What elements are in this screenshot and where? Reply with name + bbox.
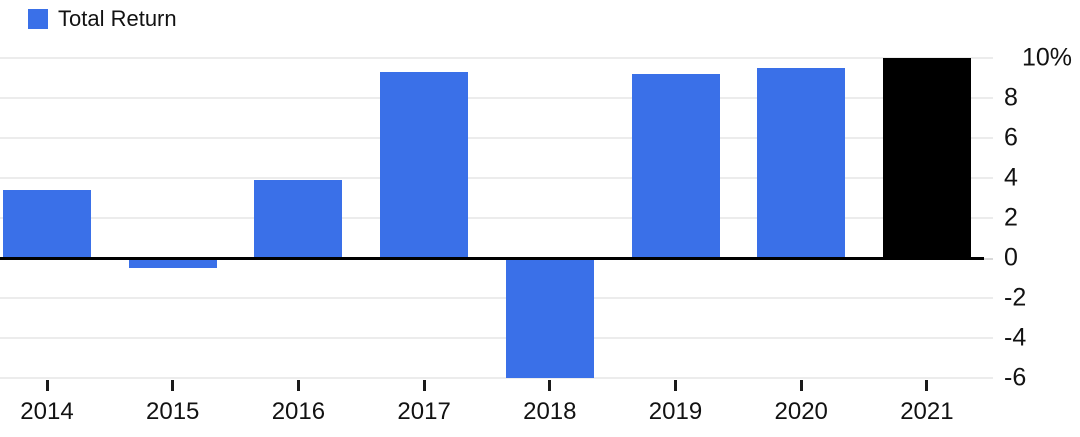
x-tick-2014 (45, 380, 49, 391)
x-tick-2016 (296, 380, 300, 391)
y-axis-label-4: 4 (1004, 163, 1018, 192)
y-axis-label-2: 2 (1004, 203, 1018, 232)
bar-2018 (505, 258, 594, 378)
x-tick-2015 (171, 380, 175, 391)
bar-2021 (882, 58, 971, 258)
legend-label: Total Return (58, 6, 177, 31)
gridline-10 (0, 57, 993, 59)
x-tick-2019 (674, 380, 677, 391)
y-axis-label--6: -6 (1004, 363, 1027, 392)
x-axis-label-2019: 2019 (648, 398, 703, 425)
bar-2014 (3, 190, 91, 258)
y-axis-label--2: -2 (1004, 283, 1027, 312)
gridline-8 (0, 97, 993, 99)
legend-swatch (28, 9, 48, 29)
x-axis-label-2018: 2018 (523, 398, 577, 425)
gridline-2 (0, 217, 993, 219)
bar-2019 (631, 74, 720, 258)
x-tick-2017 (422, 380, 426, 391)
x-axis-label-2021: 2021 (900, 398, 954, 425)
bar-2020 (757, 68, 846, 258)
bar-2015 (128, 258, 217, 268)
y-axis-label-10: 10% (1021, 43, 1072, 72)
zero-baseline-tick (984, 257, 993, 260)
gridline--6 (0, 377, 993, 379)
x-axis-label-2017: 2017 (397, 398, 451, 425)
x-tick-2020 (799, 380, 803, 391)
x-axis-label-2020: 2020 (774, 398, 828, 425)
gridline--2 (0, 297, 993, 299)
y-axis-label--4: -4 (1004, 323, 1027, 352)
gridline--4 (0, 337, 993, 339)
gridline-4 (0, 177, 993, 179)
y-axis-label-8: 8 (1004, 83, 1018, 112)
x-axis-label-2015: 2015 (145, 398, 200, 425)
bar-2017 (380, 72, 469, 258)
y-axis-label-0: 0 (1004, 243, 1018, 272)
y-axis-label-6: 6 (1004, 123, 1018, 152)
bar-2016 (254, 180, 343, 258)
x-axis-label-2016: 2016 (271, 398, 326, 425)
zero-baseline (0, 257, 984, 260)
x-tick-2021 (925, 380, 929, 391)
x-tick-2018 (548, 380, 552, 391)
gridline-6 (0, 137, 993, 139)
x-axis-label-2014: 2014 (20, 398, 74, 425)
legend: Total Return (28, 7, 177, 31)
